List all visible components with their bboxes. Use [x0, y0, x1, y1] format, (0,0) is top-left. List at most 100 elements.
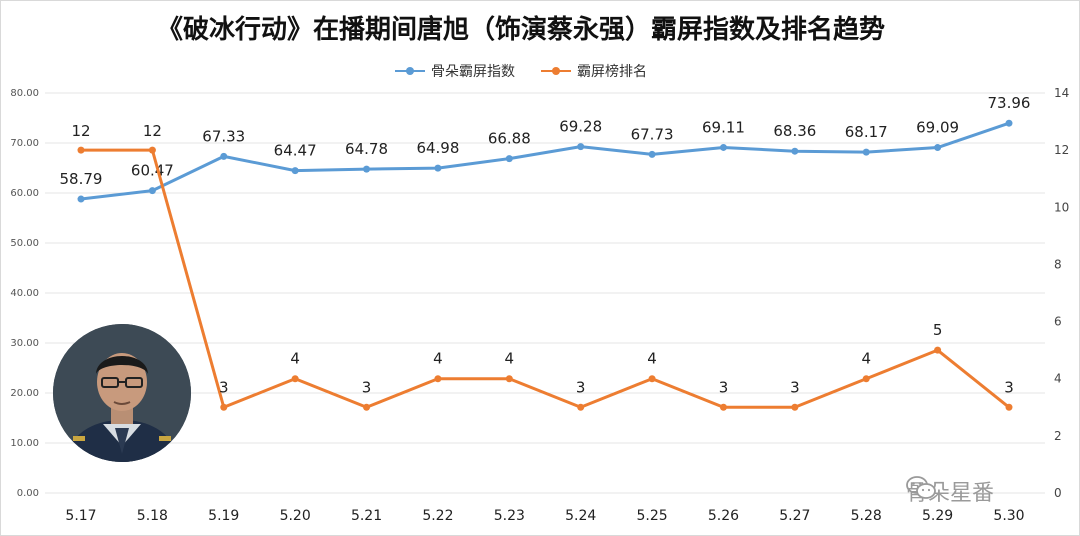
legend-item-index: 骨朵霸屏指数: [395, 61, 515, 81]
data-point-index: [77, 195, 85, 203]
y-right-tick-label: 4: [1054, 372, 1062, 386]
data-point-rank: [220, 403, 228, 411]
data-point-rank: [363, 403, 371, 411]
data-label-index: 73.96: [988, 94, 1031, 112]
y-left-tick-label: 70.00: [10, 138, 39, 149]
x-tick-label: 5.28: [851, 508, 882, 524]
x-tick-label: 5.26: [708, 508, 739, 524]
data-label-rank: 4: [505, 350, 515, 368]
data-point-index: [148, 187, 156, 195]
data-label-index: 69.11: [702, 118, 745, 136]
x-tick-label: 5.30: [993, 508, 1024, 524]
legend-swatch-index: [395, 65, 425, 77]
x-tick-label: 5.23: [494, 508, 525, 524]
data-point-rank: [577, 403, 585, 411]
legend-label-rank: 霸屏榜排名: [577, 64, 647, 80]
x-tick-label: 5.24: [565, 508, 596, 524]
data-label-index: 66.88: [488, 130, 531, 148]
y-right-tick-label: 6: [1054, 315, 1062, 329]
legend-label-index: 骨朵霸屏指数: [431, 64, 515, 80]
data-label-index: 68.36: [773, 122, 816, 140]
y-right-tick-label: 2: [1054, 429, 1062, 443]
watermark: 骨朵星番: [906, 475, 994, 507]
data-label-index: 60.47: [131, 162, 174, 180]
x-tick-label: 5.20: [280, 508, 311, 524]
data-label-rank: 4: [290, 350, 300, 368]
data-label-index: 69.28: [559, 118, 602, 136]
y-right-tick-label: 12: [1054, 143, 1069, 157]
data-label-index: 67.33: [202, 127, 245, 145]
x-tick-label: 5.25: [636, 508, 667, 524]
data-point-rank: [434, 375, 442, 383]
data-label-rank: 3: [362, 378, 372, 396]
data-label-rank: 12: [71, 122, 90, 140]
data-label-index: 64.78: [345, 140, 388, 158]
data-point-index: [220, 152, 228, 160]
y-right-tick-label: 10: [1054, 200, 1069, 214]
wechat-icon: [906, 476, 936, 499]
data-label-rank: 3: [719, 378, 729, 396]
chart-legend: 骨朵霸屏指数 霸屏榜排名: [1, 61, 1041, 81]
data-point-index: [719, 143, 727, 151]
y-left-tick-label: 30.00: [10, 338, 39, 349]
y-left-tick-label: 40.00: [10, 288, 39, 299]
data-point-rank: [148, 146, 156, 154]
data-point-rank: [1005, 403, 1013, 411]
y-left-tick-label: 0.00: [17, 488, 39, 499]
data-label-rank: 4: [433, 350, 443, 368]
data-label-rank: 4: [647, 350, 657, 368]
data-point-index: [577, 143, 585, 151]
legend-item-rank: 霸屏榜排名: [541, 61, 647, 81]
data-point-rank: [77, 146, 85, 154]
data-point-index: [291, 167, 299, 175]
avatar: [53, 324, 191, 462]
data-label-index: 69.09: [916, 119, 959, 137]
x-tick-label: 5.18: [137, 508, 168, 524]
data-point-index: [434, 164, 442, 172]
data-point-index: [862, 148, 870, 156]
data-point-index: [791, 147, 799, 155]
data-point-rank: [791, 403, 799, 411]
data-label-rank: 3: [219, 378, 229, 396]
y-right-tick-label: 8: [1054, 257, 1062, 271]
data-label-rank: 12: [143, 122, 162, 140]
data-point-rank: [505, 375, 513, 383]
data-label-rank: 5: [933, 321, 943, 339]
chart-title: 《破冰行动》在播期间唐旭（饰演蔡永强）霸屏指数及排名趋势: [156, 15, 885, 45]
data-label-rank: 4: [861, 350, 871, 368]
y-left-tick-label: 60.00: [10, 188, 39, 199]
y-right-tick-label: 14: [1054, 86, 1069, 100]
y-right-tick-label: 0: [1054, 486, 1062, 500]
x-tick-label: 5.27: [779, 508, 810, 524]
data-point-index: [363, 165, 371, 173]
data-label-index: 64.47: [274, 142, 317, 160]
data-label-rank: 3: [1004, 378, 1014, 396]
x-tick-label: 5.22: [422, 508, 453, 524]
data-point-index: [505, 155, 513, 163]
data-point-rank: [648, 375, 656, 383]
x-tick-label: 5.29: [922, 508, 953, 524]
data-point-index: [648, 150, 656, 158]
data-label-rank: 3: [576, 378, 586, 396]
y-left-tick-label: 50.00: [10, 238, 39, 249]
data-point-rank: [719, 403, 727, 411]
data-label-rank: 3: [790, 378, 800, 396]
data-point-rank: [862, 375, 870, 383]
y-left-tick-label: 80.00: [10, 88, 39, 99]
data-point-index: [934, 144, 942, 152]
y-left-tick-label: 10.00: [10, 438, 39, 449]
data-point-rank: [934, 346, 942, 354]
data-label-index: 68.17: [845, 123, 888, 141]
data-label-index: 64.98: [416, 139, 459, 157]
y-left-tick-label: 20.00: [10, 388, 39, 399]
data-label-index: 67.73: [631, 125, 674, 143]
series-line-rank: [81, 148, 1010, 409]
legend-swatch-rank: [541, 65, 571, 77]
person-portrait: [53, 324, 191, 462]
x-tick-label: 5.21: [351, 508, 382, 524]
data-label-index: 58.79: [60, 170, 103, 188]
data-point-index: [1005, 119, 1013, 127]
data-point-rank: [291, 375, 299, 383]
